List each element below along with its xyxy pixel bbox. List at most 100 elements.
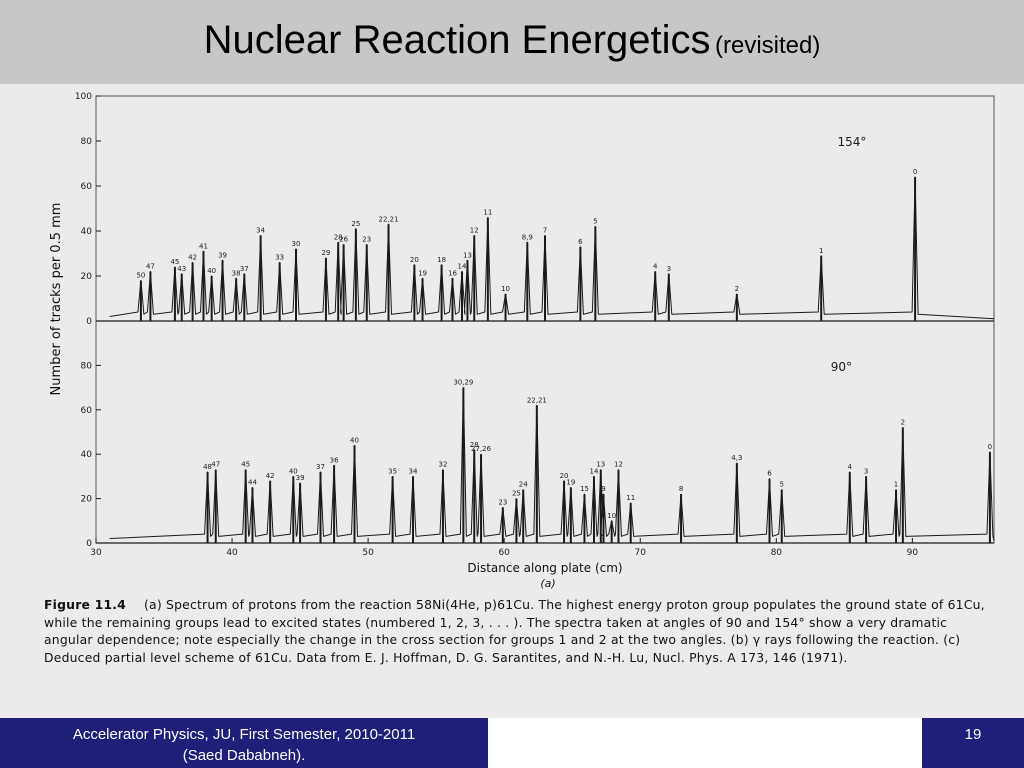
peak-label: 39 <box>296 474 305 482</box>
peak-label: 6 <box>578 238 583 246</box>
peak-label: 47 <box>146 263 155 271</box>
x-axis-label: Distance along plate (cm) <box>467 561 622 575</box>
peak-label: 11 <box>626 494 635 502</box>
peak-label: 24 <box>519 481 528 489</box>
peak-label: 32 <box>438 461 447 469</box>
x-tick-label: 50 <box>362 548 374 558</box>
slide-title-main: Nuclear Reaction Energetics <box>203 18 711 62</box>
peak-label: 40 <box>289 467 298 475</box>
peak-label: 1 <box>894 481 898 489</box>
peak-label: 7 <box>543 227 547 235</box>
y-tick-label: 0 <box>86 539 92 549</box>
peak-label: 37 <box>240 265 249 273</box>
footer-page-number: 19 <box>922 718 1024 768</box>
spectrum-trace <box>109 176 995 320</box>
peak-label: 13 <box>463 251 472 259</box>
peak-label: 29 <box>321 249 330 257</box>
x-tick-label: 80 <box>771 548 783 558</box>
peak-label: 41 <box>199 242 208 250</box>
peak-label: 3 <box>667 265 671 273</box>
peak-label: 20 <box>410 256 419 264</box>
peak-label: 50 <box>136 272 145 280</box>
peak-label: 4,3 <box>731 454 742 462</box>
peak-label: 26 <box>339 236 348 244</box>
y-tick-label: 60 <box>81 406 93 416</box>
peak-label: 2 <box>901 419 905 427</box>
footer-course-line: Accelerator Physics, JU, First Semester,… <box>72 726 416 743</box>
peak-label: 2 <box>735 285 739 293</box>
peak-label: 39 <box>218 251 227 259</box>
peak-label: 42 <box>188 254 197 262</box>
peak-label: 28 <box>470 441 479 449</box>
peak-label: 11 <box>483 209 492 217</box>
peak-label: 42 <box>266 472 275 480</box>
peak-label: 6 <box>767 470 772 478</box>
peak-label: 10 <box>501 285 510 293</box>
peak-label: 25 <box>351 220 360 228</box>
y-axis-label: Number of tracks per 0.5 mm <box>49 203 64 396</box>
peak-label: 45 <box>170 258 179 266</box>
peak-label: 4 <box>848 463 853 471</box>
peak-label: 19 <box>566 479 575 487</box>
proton-spectrum-chart: 020406080100154°504745434241403938373433… <box>49 92 995 590</box>
peak-label: 5 <box>593 218 597 226</box>
panel-angle-label: 154° <box>838 135 867 149</box>
y-tick-label: 60 <box>81 182 93 192</box>
peak-label: 8,9 <box>522 233 533 241</box>
y-tick-label: 40 <box>81 450 93 460</box>
slide-title: Nuclear Reaction Energetics (revisited) <box>0 18 1024 63</box>
figure-caption-label: Figure 11.4 <box>44 597 127 612</box>
peak-label: 35 <box>388 467 397 475</box>
peak-label: 23 <box>498 498 507 506</box>
peak-label: 23 <box>362 236 371 244</box>
peak-label: 13 <box>596 461 605 469</box>
peak-label: 25 <box>512 490 521 498</box>
peak-label: 36 <box>330 456 339 464</box>
peak-label: 28 <box>334 233 343 241</box>
y-tick-label: 80 <box>81 137 93 147</box>
title-bar: Nuclear Reaction Energetics (revisited) <box>0 0 1024 84</box>
figure-caption-text: (a) Spectrum of protons from the reactio… <box>44 597 985 665</box>
peak-label: 40 <box>207 267 216 275</box>
x-tick-label: 70 <box>635 548 647 558</box>
panel-angle-label: 90° <box>831 360 852 374</box>
peak-label: 3 <box>864 467 868 475</box>
peak-label: 19 <box>418 269 427 277</box>
peak-label: 8 <box>679 485 683 493</box>
peak-label: 4 <box>653 263 658 271</box>
peak-label: 37 <box>316 463 325 471</box>
y-tick-label: 80 <box>81 361 93 371</box>
panel-label: (a) <box>540 577 555 590</box>
peak-label: 33 <box>275 254 284 262</box>
x-tick-label: 60 <box>498 548 510 558</box>
footer: Accelerator Physics, JU, First Semester,… <box>0 718 1024 768</box>
peak-label: 0 <box>913 168 917 176</box>
peak-label: 0 <box>988 443 992 451</box>
peak-label: 15 <box>580 485 589 493</box>
peak-label: 12 <box>614 461 623 469</box>
peak-label: 22,21 <box>527 396 547 404</box>
x-tick-label: 90 <box>907 548 919 558</box>
y-tick-label: 100 <box>75 92 92 102</box>
peak-label: 40 <box>350 436 359 444</box>
peak-label: 20 <box>560 472 569 480</box>
peak-label: 43 <box>177 265 186 273</box>
peak-label: 14 <box>590 467 599 475</box>
peak-label: 12 <box>470 227 479 235</box>
peak-label: 38 <box>232 269 241 277</box>
peak-label: 34 <box>256 227 265 235</box>
peak-label: 14 <box>458 263 467 271</box>
spectrum-trace <box>109 387 995 541</box>
y-tick-label: 40 <box>81 227 93 237</box>
peak-label: 30,29 <box>453 379 473 387</box>
peak-label: 44 <box>248 479 257 487</box>
footer-course-info: Accelerator Physics, JU, First Semester,… <box>0 718 488 768</box>
peak-label: 16 <box>448 269 457 277</box>
figure-caption: Figure 11.4 (a) Spectrum of protons from … <box>44 596 986 666</box>
peak-label: 1 <box>819 247 823 255</box>
peak-label: 22,21 <box>379 215 399 223</box>
panel-154: 020406080100154°504745434241403938373433… <box>75 92 995 327</box>
slide-title-suffix: (revisited) <box>715 32 821 59</box>
peak-label: 34 <box>409 467 418 475</box>
